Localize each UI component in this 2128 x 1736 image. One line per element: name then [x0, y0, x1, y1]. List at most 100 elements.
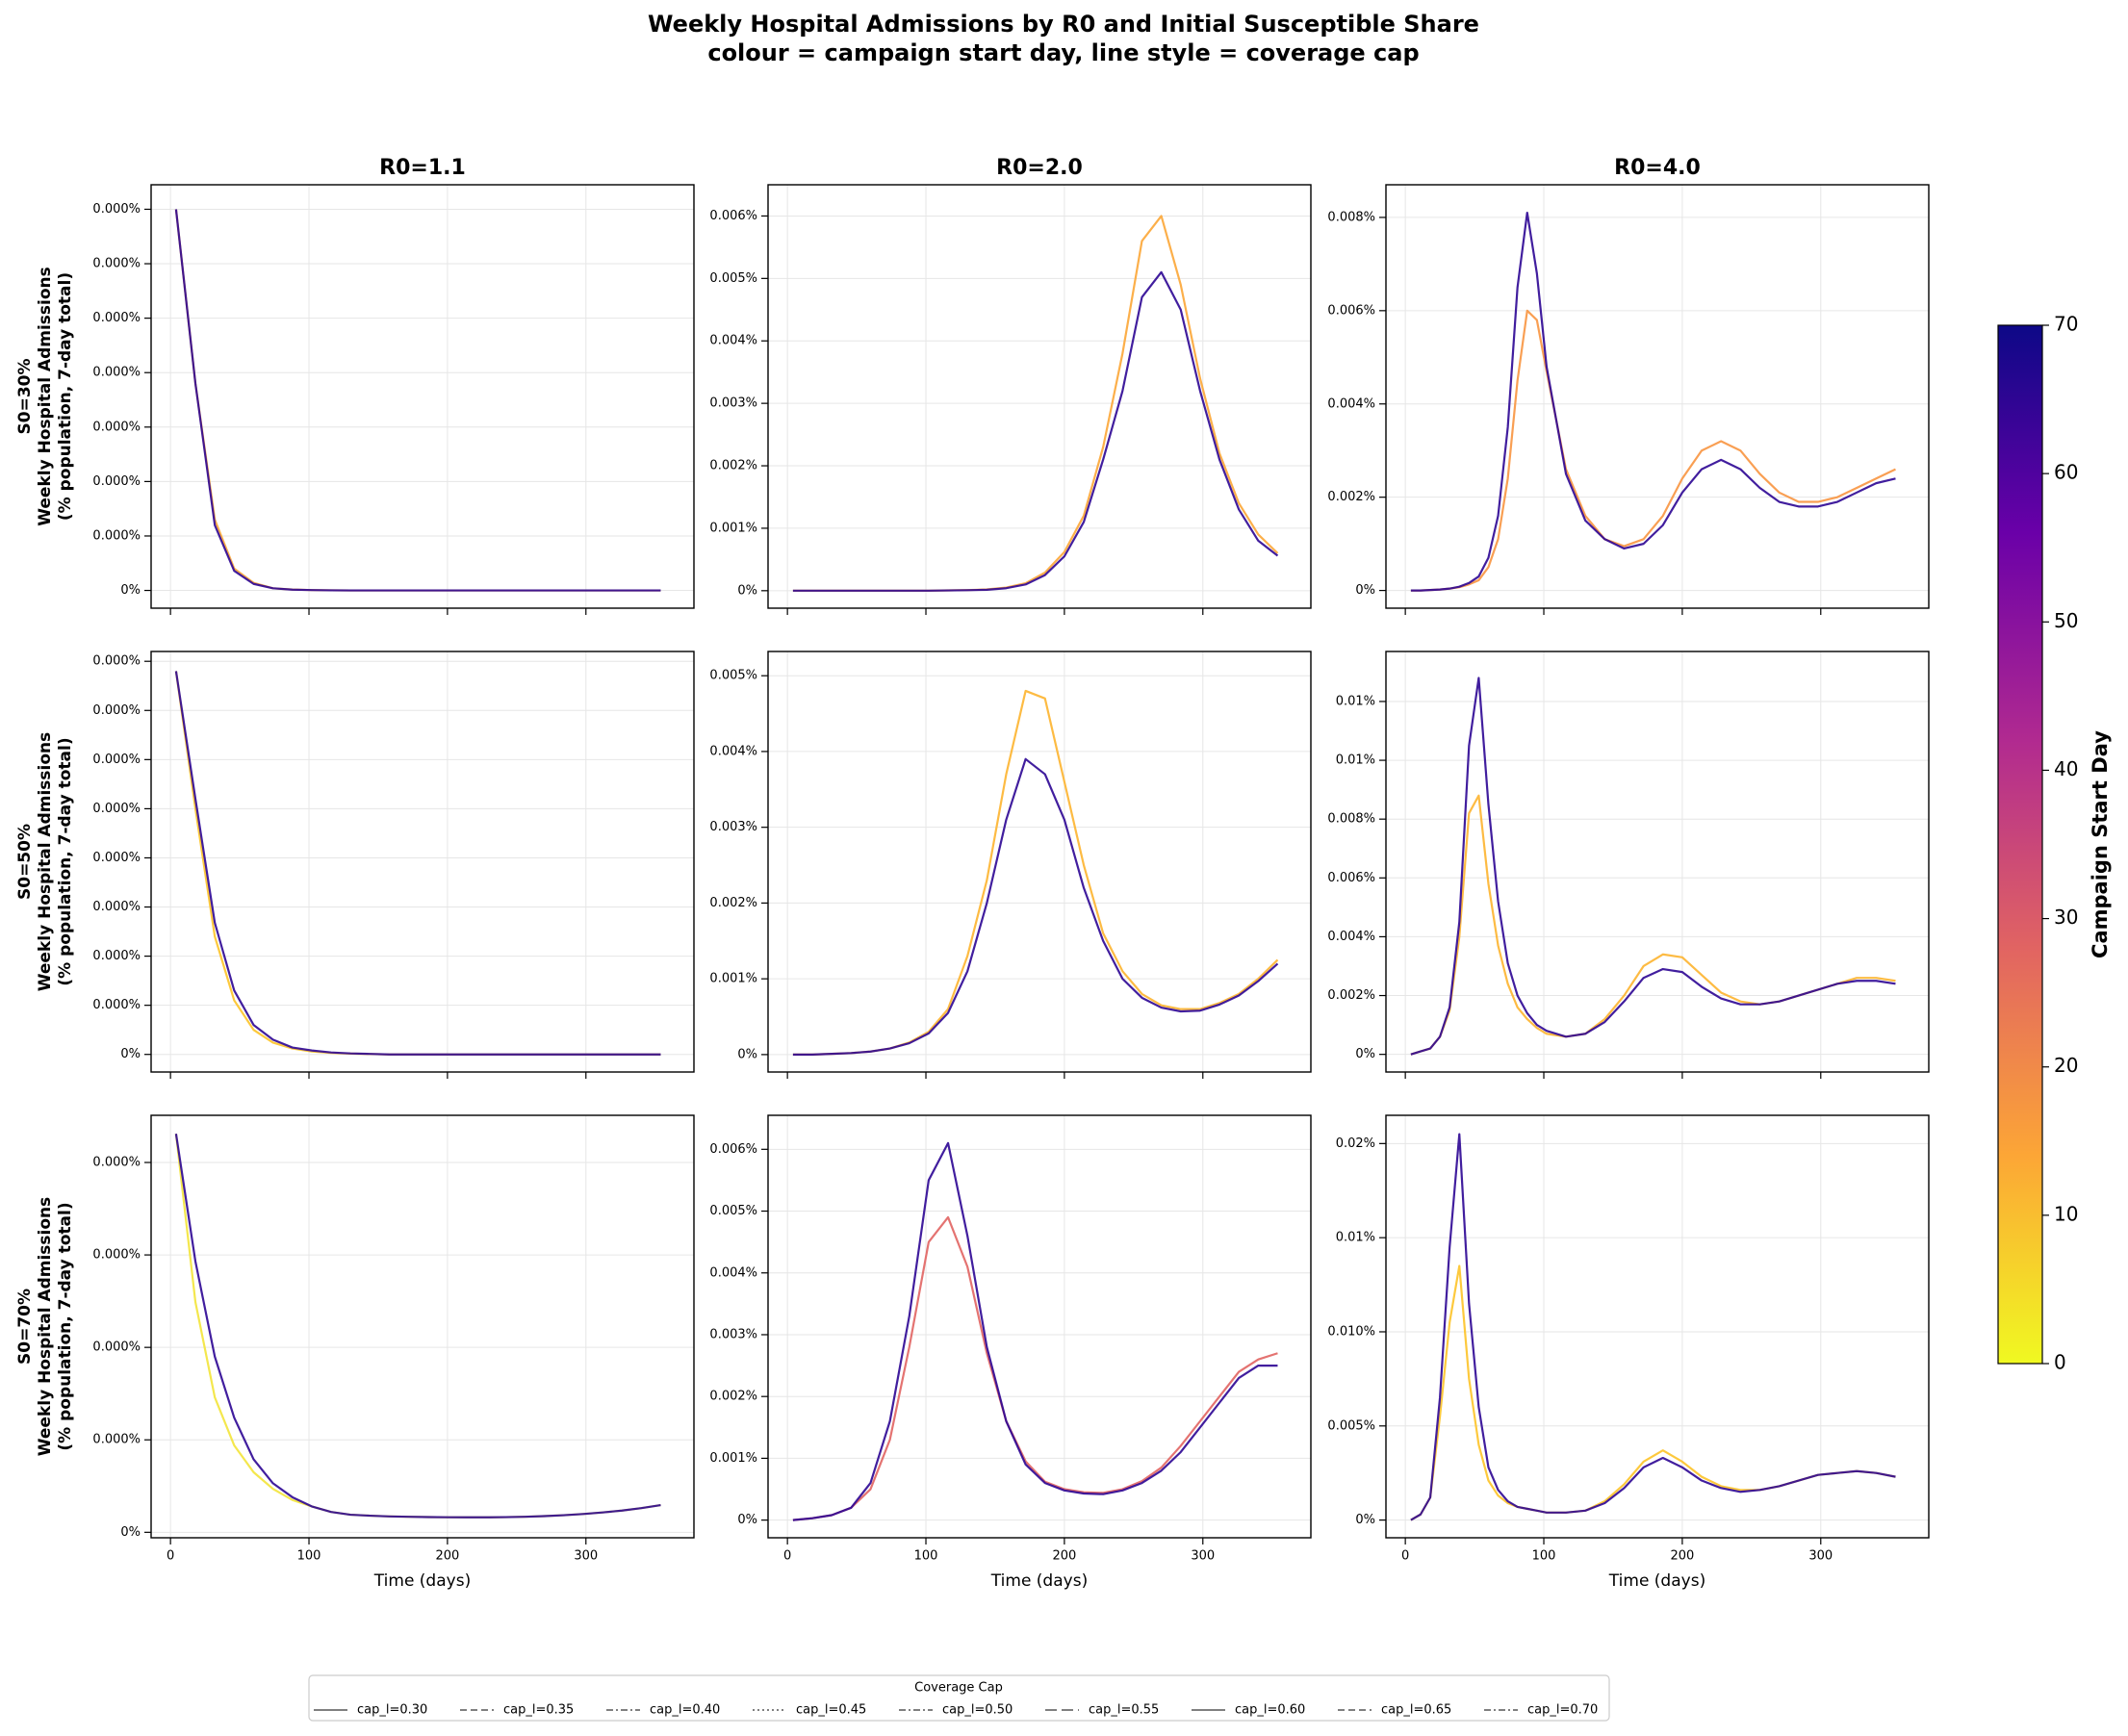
- x-tick-label: 200: [435, 1549, 459, 1564]
- y-tick-label: 0%: [1355, 1047, 1375, 1061]
- y-tick-label: 0.000%: [92, 949, 141, 963]
- legend-title: Coverage Cap: [914, 1681, 1003, 1696]
- x-tick-label: 0: [167, 1549, 174, 1564]
- y-tick-label: 0.000%: [92, 528, 141, 543]
- x-tick-label: 200: [1052, 1549, 1076, 1564]
- legend-label: cap_l=0.30: [357, 1703, 427, 1718]
- plot-area: [768, 651, 1311, 1072]
- y-tick-label: 0.002%: [709, 896, 757, 910]
- y-tick-label: 0.006%: [709, 1142, 757, 1157]
- y-tick-label: 0.000%: [92, 998, 141, 1012]
- plot-frame: [1385, 1114, 1930, 1539]
- plot-area: [1386, 1115, 1929, 1538]
- y-axis-label: (% population, 7-day total): [56, 737, 75, 985]
- legend-label: cap_l=0.70: [1527, 1703, 1598, 1718]
- colorbar-label: Campaign Start Day: [2089, 730, 2112, 958]
- y-tick-label: 0.006%: [1327, 871, 1375, 885]
- series-line: [792, 1215, 1278, 1521]
- y-tick-label: 0.004%: [709, 744, 757, 758]
- colorbar-tick-label: 10: [2054, 1202, 2078, 1225]
- y-axis-label: S0=30%: [15, 358, 35, 434]
- column-title: R0=4.0: [1614, 156, 1701, 180]
- y-tick-label: 0.000%: [92, 703, 141, 718]
- plot-area: [151, 185, 694, 608]
- y-tick-label: 0.000%: [92, 1433, 141, 1447]
- y-tick-label: 0.001%: [709, 521, 757, 535]
- y-tick-label: 0.002%: [1327, 490, 1375, 504]
- y-tick-label: 0.006%: [709, 209, 757, 223]
- x-axis-label: Time (days): [373, 1571, 471, 1591]
- y-tick-label: 0.001%: [709, 972, 757, 986]
- y-tick-label: 0.003%: [709, 1327, 757, 1341]
- y-tick-label: 0%: [120, 1047, 141, 1061]
- plot-frame: [1385, 651, 1930, 1073]
- y-tick-label: 0.000%: [92, 1248, 141, 1263]
- legend-label: cap_l=0.60: [1235, 1703, 1305, 1718]
- y-tick-label: 0.005%: [709, 271, 757, 286]
- plot-frame: [1385, 184, 1930, 609]
- series-line: [174, 209, 661, 592]
- series-line: [792, 757, 1279, 1056]
- column-title: R0=1.1: [379, 156, 466, 180]
- y-tick-label: 0.002%: [709, 459, 757, 473]
- colorbar-tick-label: 30: [2054, 906, 2078, 929]
- x-axis-label: Time (days): [990, 1571, 1088, 1591]
- plot-area: [768, 1115, 1311, 1538]
- y-tick-label: 0.01%: [1336, 694, 1375, 708]
- series-line: [1410, 1133, 1896, 1521]
- y-tick-label: 0.004%: [709, 1265, 757, 1280]
- x-tick-label: 0: [783, 1549, 791, 1564]
- series-line: [174, 1134, 661, 1519]
- legend-label: cap_l=0.50: [942, 1703, 1013, 1718]
- plot-frame: [767, 184, 1312, 609]
- plot-area: [1386, 651, 1929, 1072]
- legend-label: cap_l=0.40: [650, 1703, 720, 1718]
- y-tick-label: 0.000%: [92, 257, 141, 271]
- y-tick-label: 0%: [120, 1525, 141, 1540]
- y-tick-label: 0.000%: [92, 311, 141, 325]
- y-tick-label: 0.004%: [1327, 930, 1375, 944]
- colorbar: [1997, 324, 2043, 1365]
- y-tick-label: 0.005%: [709, 669, 757, 683]
- y-tick-label: 0%: [737, 583, 757, 598]
- y-tick-label: 0.002%: [1327, 988, 1375, 1003]
- x-tick-label: 200: [1670, 1549, 1694, 1564]
- colorbar-tick-label: 20: [2054, 1054, 2078, 1077]
- y-axis-label: Weekly Hospital Admissions: [36, 1197, 55, 1457]
- y-tick-label: 0.005%: [1327, 1418, 1375, 1433]
- x-tick-label: 0: [1401, 1549, 1409, 1564]
- plot-frame: [767, 1114, 1312, 1539]
- column-title: R0=2.0: [996, 156, 1083, 180]
- x-tick-label: 300: [574, 1549, 598, 1564]
- y-tick-label: 0.000%: [92, 1156, 141, 1170]
- legend-label: cap_l=0.65: [1381, 1703, 1451, 1718]
- y-tick-label: 0.01%: [1336, 1231, 1375, 1245]
- y-tick-label: 0.000%: [92, 420, 141, 434]
- y-tick-label: 0%: [737, 1513, 757, 1527]
- colorbar-tick-label: 0: [2054, 1351, 2066, 1374]
- colorbar-tick-label: 40: [2054, 757, 2078, 780]
- y-tick-label: 0.000%: [92, 802, 141, 816]
- y-tick-label: 0.008%: [1327, 210, 1375, 224]
- x-tick-label: 100: [1532, 1549, 1556, 1564]
- legend-box: [308, 1674, 1610, 1722]
- y-tick-label: 0.006%: [1327, 303, 1375, 318]
- y-tick-label: 0.003%: [709, 820, 757, 834]
- y-tick-label: 0.01%: [1336, 753, 1375, 768]
- y-axis-label: S0=70%: [15, 1289, 35, 1365]
- y-tick-label: 0.02%: [1336, 1136, 1375, 1151]
- y-tick-label: 0.000%: [92, 1340, 141, 1355]
- figure-subtitle: colour = campaign start day, line style …: [707, 39, 1419, 66]
- colorbar-tick-label: 50: [2054, 609, 2078, 632]
- x-tick-label: 300: [1191, 1549, 1215, 1564]
- plot-area: [151, 651, 694, 1072]
- colorbar-tick-label: 70: [2054, 313, 2078, 336]
- legend-label: cap_l=0.55: [1089, 1703, 1159, 1718]
- y-tick-label: 0.000%: [92, 202, 141, 217]
- y-tick-label: 0.005%: [709, 1204, 757, 1218]
- y-tick-label: 0.010%: [1327, 1324, 1375, 1339]
- series-line: [1410, 677, 1896, 1056]
- colorbar-tick-label: 60: [2054, 461, 2078, 484]
- y-tick-label: 0%: [1355, 1513, 1375, 1527]
